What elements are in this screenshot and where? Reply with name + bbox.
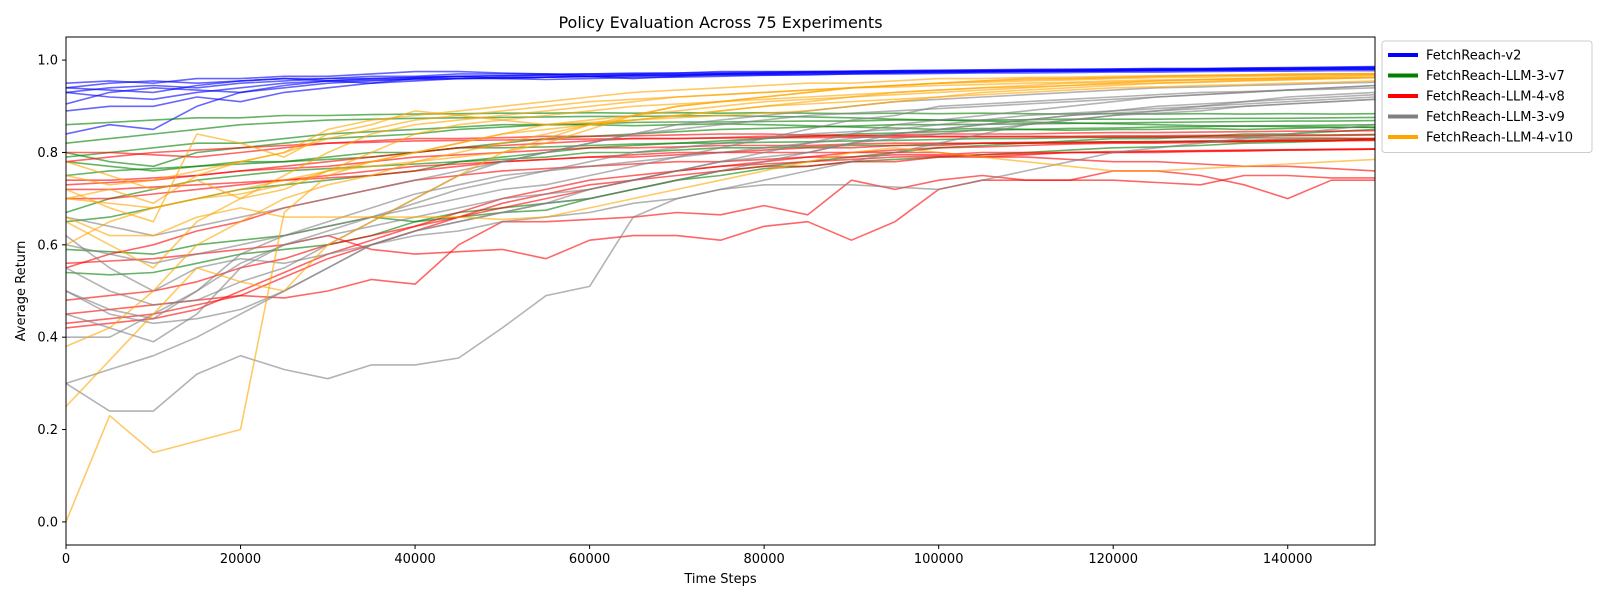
x-tick-label: 40000 bbox=[394, 552, 435, 567]
plot-frame bbox=[65, 36, 1376, 546]
y-axis-title: Average Return bbox=[14, 241, 29, 342]
x-tick-label: 0 bbox=[62, 552, 70, 567]
x-tick-label: 120000 bbox=[1088, 552, 1138, 567]
series-line-4-run-7 bbox=[66, 84, 1375, 306]
legend-label: FetchReach-LLM-3-v9 bbox=[1426, 110, 1565, 125]
legend-label: FetchReach-LLM-4-v8 bbox=[1426, 90, 1565, 105]
legend: FetchReach-v2 FetchReach-LLM-3-v7 FetchRea… bbox=[1381, 40, 1593, 153]
series-line-4-run-10 bbox=[66, 93, 1375, 320]
x-axis-title: Time Steps bbox=[683, 572, 757, 587]
y-tick-label: 0.2 bbox=[37, 423, 58, 438]
y-tick-label: 0.0 bbox=[37, 515, 58, 530]
series-line-2-run-6 bbox=[66, 137, 1375, 276]
series-line-3-run-7 bbox=[66, 133, 1375, 158]
y-tick-label: 0.6 bbox=[37, 238, 58, 253]
series-line-3-run-8 bbox=[66, 139, 1375, 181]
series-line-1-run-7 bbox=[66, 68, 1375, 105]
x-axis: 0 20000 40000 60000 80000 100000 120000 140000 bbox=[62, 545, 1313, 567]
series-line-4-run-8 bbox=[66, 98, 1375, 339]
series-line-4-run-9 bbox=[66, 81, 1375, 237]
series-line-5-run-9 bbox=[66, 72, 1375, 209]
chart-title: Policy Evaluation Across 75 Experiments bbox=[558, 13, 882, 32]
y-tick-label: 1.0 bbox=[37, 54, 58, 69]
series-line-3-run-12 bbox=[66, 133, 1375, 163]
x-tick-label: 60000 bbox=[569, 552, 610, 567]
series-line-5-run-11 bbox=[66, 76, 1375, 223]
series-line-3-run-2 bbox=[66, 170, 1375, 315]
y-axis: 0.0 0.2 0.4 0.6 0.8 1.0 bbox=[37, 54, 66, 530]
series-line-4-run-2 bbox=[66, 123, 1375, 412]
x-tick-label: 100000 bbox=[914, 552, 964, 567]
x-tick-label: 20000 bbox=[220, 552, 261, 567]
y-tick-label: 0.8 bbox=[37, 146, 58, 161]
legend-label: FetchReach-v2 bbox=[1426, 49, 1521, 64]
x-tick-label: 140000 bbox=[1263, 552, 1313, 567]
series-line-5-run-8 bbox=[66, 147, 1375, 237]
x-tick-label: 80000 bbox=[743, 552, 784, 567]
series-line-5-run-7 bbox=[66, 80, 1375, 246]
series-lines-layer bbox=[66, 65, 1375, 523]
series-line-2-run-7 bbox=[66, 123, 1375, 168]
series-line-2-run-2 bbox=[66, 116, 1375, 158]
series-line-1-run-8 bbox=[66, 69, 1375, 101]
series-line-3-run-10 bbox=[66, 148, 1375, 329]
legend-label: FetchReach-LLM-3-v7 bbox=[1426, 69, 1565, 84]
y-tick-label: 0.4 bbox=[37, 331, 58, 346]
series-line-3-run-5 bbox=[66, 139, 1375, 301]
series-line-5-run-10 bbox=[66, 74, 1375, 186]
legend-box bbox=[1381, 40, 1593, 153]
legend-label: FetchReach-LLM-4-v10 bbox=[1426, 131, 1573, 146]
series-line-2-run-1 bbox=[66, 111, 1375, 126]
